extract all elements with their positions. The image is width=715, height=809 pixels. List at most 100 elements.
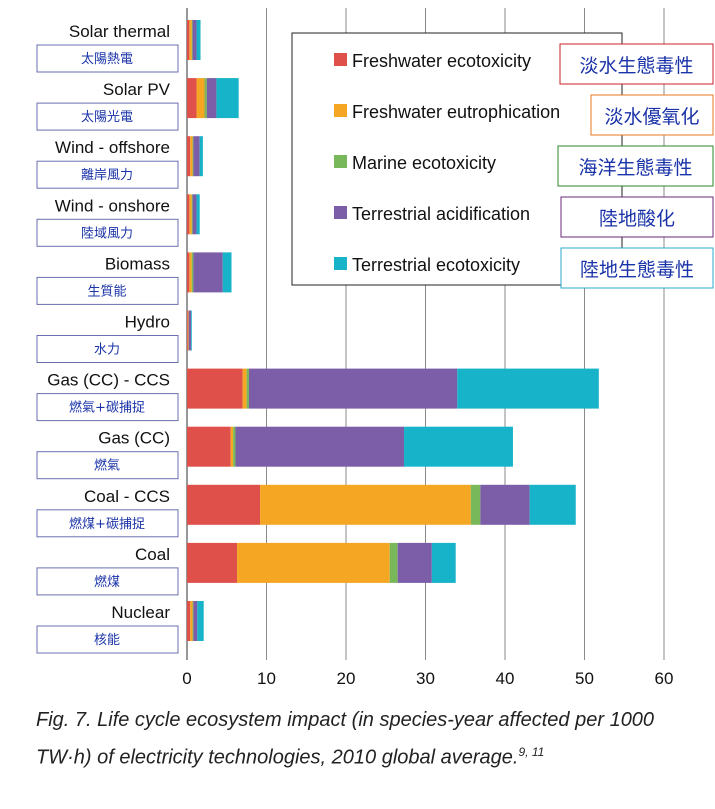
- category-label: Biomass: [105, 254, 170, 273]
- bar-segment: [397, 542, 432, 583]
- category-zh-label: 核能: [94, 633, 120, 648]
- bar-segment: [187, 310, 188, 351]
- legend-label: Marine ecotoxicity: [352, 153, 496, 173]
- bar-segment: [404, 426, 513, 467]
- bar-segment: [431, 542, 456, 583]
- category-zh-label: 太陽光電: [81, 110, 133, 125]
- bar-segment: [246, 368, 250, 409]
- bar-segment: [187, 310, 189, 351]
- bar-segment: [192, 136, 194, 177]
- category-zh-label: 陸域風力: [81, 225, 133, 241]
- legend-zh-box: [557, 145, 714, 187]
- bar-segment: [187, 78, 197, 119]
- bar-segment: [235, 426, 405, 467]
- bar-segment: [189, 252, 192, 293]
- bar-segment: [191, 252, 194, 293]
- x-tick-label: 50: [575, 669, 594, 688]
- bar-segment: [199, 136, 203, 177]
- x-tick-label: 20: [337, 669, 356, 688]
- category-label: Nuclear: [111, 603, 170, 622]
- legend-label: Freshwater ecotoxicity: [352, 51, 531, 71]
- stacked-bar-chart: Solar thermal 太陽熱電 Solar PV 太陽光電 Wind - offs…: [36, 8, 714, 688]
- category-zh-box: [36, 102, 179, 131]
- bar-segment: [187, 368, 243, 409]
- category-zh-box: [36, 509, 179, 538]
- category-label: Coal - CCS: [84, 487, 170, 506]
- category-zh-box: [36, 218, 179, 247]
- bar-segment: [191, 194, 193, 235]
- category-zh-label: 燃氣+碳捕捉: [69, 400, 145, 416]
- category-label: Gas (CC) - CCS: [47, 371, 170, 390]
- bar-segment: [242, 368, 247, 409]
- category-label: Hydro: [125, 313, 170, 332]
- figure-caption: Fig. 7. Life cycle ecosystem impact (in …: [36, 704, 696, 774]
- bar-segment: [193, 601, 198, 641]
- bar-segment: [233, 426, 236, 467]
- category-zh-box: [36, 567, 179, 596]
- bar-segment: [187, 20, 190, 60]
- legend-zh-label: 淡水優氧化: [604, 106, 699, 128]
- category-label: Wind - offshore: [55, 138, 170, 157]
- legend-swatch: [334, 257, 347, 270]
- caption-superscript: 9, 11: [518, 745, 545, 759]
- legend: Freshwater ecotoxicity Freshwater eutroph…: [291, 32, 714, 289]
- category-label: Wind - onshore: [55, 196, 170, 215]
- bar-segment: [470, 484, 481, 525]
- bar-segment: [192, 20, 197, 60]
- bar-segment: [196, 194, 200, 235]
- bar-segment: [216, 78, 239, 119]
- bar-segment: [206, 78, 217, 119]
- bars: [187, 20, 599, 641]
- bar-segment: [189, 20, 192, 60]
- bar-segment: [389, 542, 398, 583]
- bar-segment: [222, 252, 232, 293]
- bar-segment: [187, 136, 191, 177]
- bar-segment: [187, 426, 231, 467]
- bar-segment: [529, 484, 576, 525]
- category-zh-box: [36, 451, 179, 480]
- category-zh-box: [36, 625, 179, 654]
- category-zh-box: [36, 393, 179, 422]
- legend-zh-box: [559, 43, 714, 85]
- legend-zh-label: 海洋生態毒性: [578, 157, 692, 179]
- legend-swatch: [334, 53, 347, 66]
- x-tick-label: 30: [416, 669, 435, 688]
- bar-segment: [249, 368, 458, 409]
- category-labels: Solar thermal 太陽熱電 Solar PV 太陽光電 Wind - offs…: [36, 22, 179, 654]
- category-label: Solar thermal: [69, 22, 170, 41]
- legend-label: Freshwater eutrophication: [352, 102, 560, 122]
- bar-segment: [187, 542, 238, 583]
- bar-segment: [230, 426, 234, 467]
- category-label: Coal: [135, 545, 170, 564]
- category-zh-box: [36, 160, 179, 189]
- legend-zh-label: 陸地生態毒性: [580, 259, 694, 281]
- bar-segment: [187, 252, 190, 293]
- category-zh-label: 生質能: [87, 284, 126, 299]
- legend-swatch: [334, 104, 347, 117]
- x-tick-label: 60: [655, 669, 674, 688]
- category-zh-label: 太陽熱電: [81, 52, 133, 67]
- bar-segment: [204, 78, 207, 119]
- category-zh-label: 燃煤: [94, 574, 120, 590]
- legend-zh-box: [560, 247, 714, 289]
- bar-segment: [192, 601, 194, 641]
- category-label: Solar PV: [103, 80, 171, 99]
- bar-segment: [187, 484, 261, 525]
- bar-segment: [190, 310, 192, 351]
- category-zh-box: [36, 276, 179, 305]
- bar-segment: [237, 542, 390, 583]
- category-zh-label: 燃氣: [94, 458, 120, 474]
- bar-segment: [197, 601, 204, 641]
- bar-segment: [190, 136, 193, 177]
- category-zh-box: [36, 335, 179, 363]
- category-zh-label: 離岸風力: [81, 168, 133, 183]
- caption-text: Fig. 7. Life cycle ecosystem impact (in …: [36, 709, 655, 769]
- bar-segment: [196, 78, 205, 119]
- bar-segment: [196, 20, 201, 60]
- legend-label: Terrestrial acidification: [352, 204, 530, 224]
- x-tick-labels: 0 10 20 30 40 50 60: [182, 669, 673, 688]
- x-tick-label: 40: [496, 669, 515, 688]
- category-zh-label: 水力: [94, 343, 120, 358]
- bar-segment: [480, 484, 530, 525]
- bar-segment: [457, 368, 599, 409]
